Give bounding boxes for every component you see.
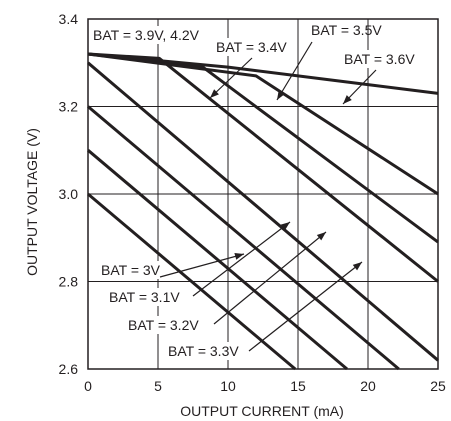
- annotation-arrow-2: [276, 41, 313, 101]
- series-line-6: [87, 52, 439, 196]
- annotation-arrowhead-3: [343, 95, 352, 104]
- annotation-bg-7: [166, 342, 242, 360]
- annotation-6: BAT = 3.2V: [126, 231, 327, 334]
- series-line-7: [87, 52, 439, 95]
- annotation-5: BAT = 3.1V: [107, 221, 291, 306]
- annotation-arrow-4: [159, 253, 245, 278]
- annotation-bg-6: [126, 316, 202, 334]
- annotation-arrowhead-1: [210, 89, 219, 98]
- annotation-bg-4: [99, 261, 163, 279]
- annotation-2: BAT = 3.5V: [276, 22, 382, 101]
- x-tick-label-1: 5: [154, 378, 162, 394]
- annotation-3: BAT = 3.6V: [342, 50, 418, 105]
- annotation-arrow-1: [209, 57, 253, 99]
- annotation-arrow-7: [248, 261, 363, 352]
- annotation-4: BAT = 3V: [99, 253, 245, 279]
- annotation-label-7: BAT = 3.3V: [168, 343, 239, 359]
- series-line-2: [87, 105, 400, 371]
- annotation-bg-1: [214, 38, 290, 56]
- tick-labels: 0 5 10 15 20 25 2.6 2.8 3.0 3.2 3.4: [59, 11, 446, 394]
- annotation-7: BAT = 3.3V: [166, 261, 363, 360]
- y-tick-label-4: 3.4: [59, 11, 79, 27]
- x-tick-label-2: 10: [220, 378, 236, 394]
- y-tick-label-2: 3.0: [59, 186, 79, 202]
- annotation-arrowhead-6: [316, 232, 326, 241]
- annotation-label-1: BAT = 3.4V: [216, 39, 287, 55]
- annotation-arrowhead-5: [280, 222, 290, 231]
- annotation-label-2: BAT = 3.5V: [311, 22, 382, 38]
- y-tick-label-3: 3.2: [59, 99, 79, 115]
- annotation-label-4: BAT = 3V: [101, 262, 161, 278]
- annotation-label-0: BAT = 3.9V, 4.2V: [93, 27, 200, 43]
- annotations: BAT = 3.9V, 4.2V BAT = 3.4V BAT = 3.5V BAT …: [91, 22, 418, 360]
- annotation-arrowhead-2: [277, 90, 285, 100]
- annotation-arrow-6: [213, 231, 327, 325]
- series-line-3: [87, 61, 439, 362]
- annotation-0: BAT = 3.9V, 4.2V: [91, 26, 202, 44]
- series-line-1: [87, 149, 348, 371]
- annotation-bg-3: [342, 50, 418, 68]
- x-axis-label: OUTPUT CURRENT (mA): [180, 403, 344, 419]
- annotation-bg-0: [91, 26, 202, 44]
- x-tick-label-0: 0: [84, 378, 92, 394]
- y-tick-label-1: 2.8: [59, 274, 79, 290]
- annotation-1: BAT = 3.4V: [209, 38, 290, 99]
- annotation-label-5: BAT = 3.1V: [109, 289, 180, 305]
- y-tick-label-0: 2.6: [59, 361, 79, 377]
- annotation-label-6: BAT = 3.2V: [128, 317, 199, 333]
- annotation-arrowhead-4: [234, 253, 244, 260]
- annotation-arrowhead-7: [352, 262, 362, 271]
- x-tick-label-3: 15: [290, 378, 306, 394]
- y-axis-label: OUTPUT VOLTAGE (V): [24, 128, 40, 276]
- annotation-label-3: BAT = 3.6V: [344, 51, 415, 67]
- annotation-arrow-5: [192, 221, 291, 297]
- annotation-bg-5: [107, 288, 183, 306]
- x-tick-label-4: 20: [360, 378, 376, 394]
- series-lines: [87, 52, 439, 371]
- x-tick-label-5: 25: [430, 378, 446, 394]
- series-line-0: [87, 192, 297, 371]
